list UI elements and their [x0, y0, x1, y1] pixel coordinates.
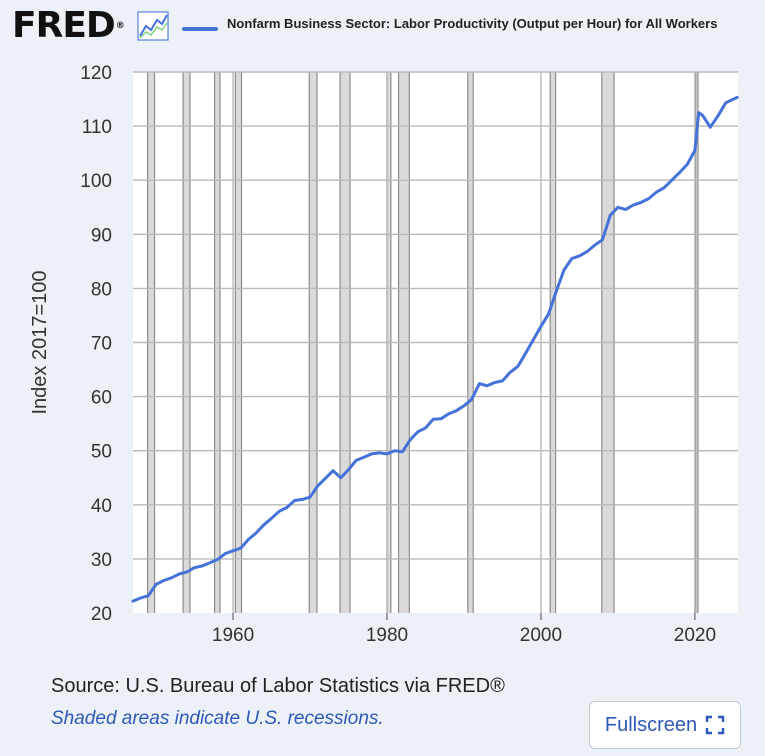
line-graph-icon — [137, 11, 169, 41]
y-tick-label: 50 — [91, 442, 112, 463]
recession-note: Shaded areas indicate U.S. recessions. — [51, 708, 384, 729]
y-axis-ticks: 20 30 40 50 60 70 80 90 100 110 120 — [80, 63, 112, 625]
legend-label: Nonfarm Business Sector: Labor Productiv… — [227, 16, 718, 31]
y-tick-label: 20 — [91, 604, 112, 625]
y-tick-label: 80 — [91, 279, 112, 300]
y-tick-label: 90 — [91, 225, 112, 246]
fred-logo-text: FRED — [12, 5, 116, 46]
y-axis-label: Index 2017=100 — [29, 270, 51, 414]
y-tick-label: 110 — [82, 117, 112, 138]
legend-swatch — [182, 27, 218, 31]
y-tick-label: 60 — [91, 388, 112, 409]
x-tick-label: 1960 — [212, 625, 254, 646]
productivity-series-line — [131, 95, 739, 603]
y-tick-label: 40 — [91, 496, 112, 517]
x-tick-label: 2020 — [674, 625, 716, 646]
fullscreen-button[interactable]: Fullscreen — [589, 701, 741, 749]
x-axis-ticks: 1960 1980 2000 2020 — [212, 613, 716, 646]
chart-header: FRED® Nonfarm Business Sector: Labor Pro… — [0, 0, 765, 50]
source-attribution: Source: U.S. Bureau of Labor Statistics … — [51, 675, 505, 697]
y-tick-label: 100 — [80, 171, 112, 192]
fullscreen-label: Fullscreen — [604, 713, 698, 736]
x-tick-label: 2000 — [520, 625, 562, 646]
gridlines — [133, 71, 738, 613]
productivity-line-chart: 20 30 40 50 60 70 80 90 100 110 120 1960 1980 2000 20… — [29, 63, 739, 646]
fred-logo[interactable]: FRED® — [12, 5, 125, 46]
registered-mark: ® — [115, 21, 125, 31]
y-tick-label: 70 — [91, 334, 112, 355]
fullscreen-icon — [705, 715, 725, 735]
y-tick-label: 30 — [91, 550, 112, 571]
y-tick-label: 120 — [80, 63, 112, 84]
x-tick-label: 1980 — [366, 625, 408, 646]
